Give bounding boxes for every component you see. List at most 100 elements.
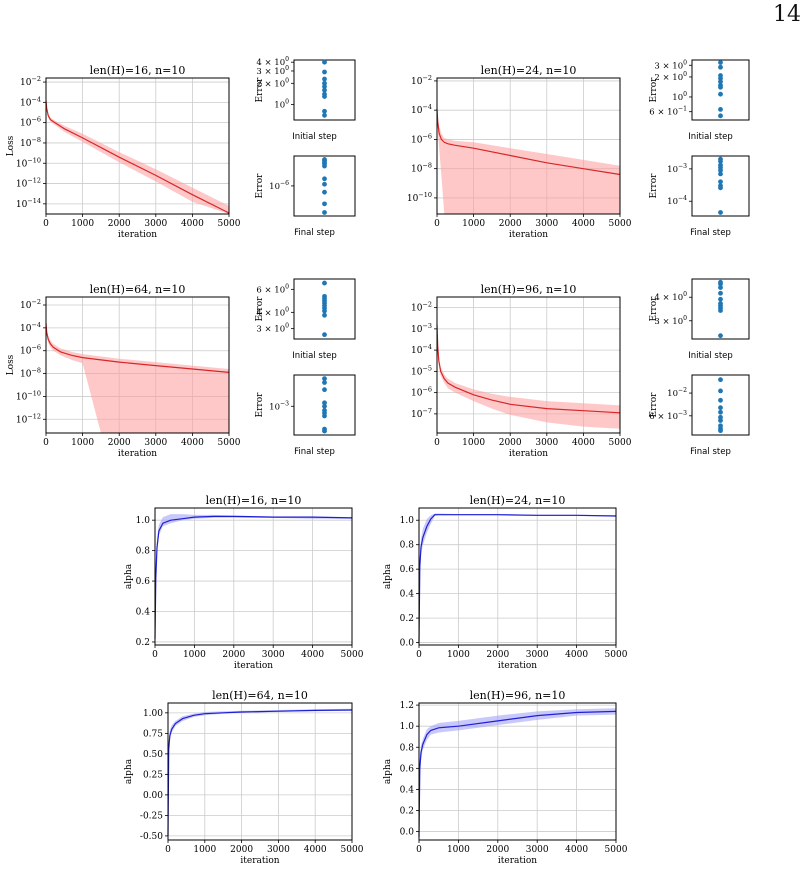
y-axis-label: Error (649, 296, 659, 322)
y-tick-label: 0.25 (143, 770, 163, 780)
scatter-point (718, 167, 723, 173)
y-axis-label: Error (649, 392, 659, 418)
x-tick-label: 2000 (222, 650, 245, 660)
y-tick-label: 10−3 (411, 322, 432, 335)
y-tick-label: 4 × 100 (654, 291, 687, 303)
x-axis-label: iteration (498, 661, 537, 671)
scatter-point (718, 210, 723, 215)
page-number: 14 (773, 2, 801, 27)
chart-loss-16: 0 1000 2000 3000 4000 5000 10−2 10−4 10−6 10−8 10−… (6, 64, 241, 240)
x-axis-label: iteration (118, 230, 157, 240)
y-tick-label: 10−3 (269, 400, 289, 412)
scatter-point (718, 409, 723, 415)
confidence-band (46, 319, 229, 433)
x-tick-label: 4000 (181, 219, 204, 229)
y-axis-label: Error (255, 296, 265, 322)
x-tick-label: 3000 (535, 438, 558, 448)
y-tick-label: 0.8 (136, 547, 151, 557)
y-tick-label: 2 × 100 (256, 77, 289, 89)
y-tick-label: 0.8 (400, 541, 415, 551)
plot-frame (154, 507, 353, 646)
y-tick-label: 10−6 (411, 132, 432, 145)
scatter-point (322, 59, 327, 65)
x-tick-label: 1000 (183, 650, 206, 660)
x-tick-label: 5000 (218, 438, 241, 448)
scatter-point (718, 308, 723, 313)
x-tick-label: 0 (43, 219, 49, 229)
scatter-point (718, 185, 723, 191)
scatter-point (322, 280, 327, 286)
chart-title: len(H)=64, n=10 (90, 283, 186, 296)
y-tick-label: 10−4 (411, 103, 432, 116)
y-tick-label: 0.2 (400, 806, 414, 816)
y-tick-label: 10−2 (411, 301, 432, 314)
scatter-point (718, 377, 723, 383)
scatter-point (718, 60, 723, 65)
scatter-point (322, 163, 327, 169)
x-tick-label: 4000 (572, 438, 595, 448)
y-tick-label: 2 × 100 (654, 71, 687, 83)
y-tick-label: 0.6 (400, 565, 415, 575)
y-axis-label: alpha (124, 563, 134, 589)
plot-frame (436, 77, 621, 215)
scatter-point (322, 201, 327, 207)
scatter-point (322, 189, 327, 195)
x-tick-label: 0 (434, 438, 440, 448)
y-tick-label: 10−10 (16, 389, 41, 402)
x-tick-label: 1000 (447, 650, 470, 660)
series-line (418, 710, 617, 837)
plot-frame (418, 507, 617, 646)
chart-title: len(H)=24, n=10 (470, 494, 566, 507)
y-tick-label: 100 (672, 91, 687, 103)
scatter-point (322, 69, 327, 75)
x-tick-label: 1000 (71, 219, 94, 229)
series-line (45, 323, 230, 373)
chart-alpha-64: 0 1000 2000 3000 4000 5000 -0.50 -0.25 0.00 0.25 0… (124, 689, 364, 866)
scatter-point (322, 308, 327, 314)
plot-frame (418, 702, 617, 841)
scatter-point (718, 290, 723, 296)
series-line (436, 324, 621, 414)
y-tick-label: 10−4 (20, 95, 41, 108)
scatter-point (718, 281, 723, 287)
y-tick-label: 6 × 10−3 (649, 410, 687, 422)
x-axis-label: iteration (509, 449, 548, 459)
x-tick-label: 4000 (565, 845, 588, 855)
y-tick-label: 0.4 (400, 590, 415, 600)
chart-err-24-final: 10−3 10−4 Error Final step (649, 155, 750, 238)
chart-loss-64: 0 1000 2000 3000 4000 5000 10−2 10−4 10−6 10−8 10−… (6, 283, 241, 459)
x-tick-label: 5000 (609, 219, 632, 229)
chart-title: len(H)=24, n=10 (481, 64, 577, 77)
y-tick-label: 0.4 (136, 608, 151, 618)
scatter-point (718, 397, 723, 403)
scatter-point (718, 418, 723, 423)
x-tick-label: 2000 (108, 219, 131, 229)
scatter-caption: Final step (690, 228, 731, 238)
confidence-band (437, 320, 620, 429)
scatter-point (322, 210, 327, 215)
x-tick-label: 4000 (565, 650, 588, 660)
x-tick-label: 0 (416, 650, 422, 660)
y-tick-label: 100 (274, 98, 289, 110)
x-tick-label: 0 (152, 650, 158, 660)
y-tick-label: 0.2 (400, 614, 414, 624)
scatter-caption: Final step (294, 447, 335, 457)
confidence-band (155, 514, 352, 642)
y-tick-label: 10−8 (20, 136, 41, 149)
x-tick-label: 3000 (144, 438, 167, 448)
y-tick-label: 10−10 (16, 156, 41, 169)
x-tick-label: 5000 (605, 650, 628, 660)
scatter-caption: Initial step (292, 132, 337, 142)
plot-frame (45, 77, 230, 215)
scatter-point (718, 428, 723, 434)
x-tick-label: 2000 (499, 219, 522, 229)
x-tick-label: 5000 (341, 650, 364, 660)
scatter-point (718, 84, 723, 90)
x-tick-label: 4000 (181, 438, 204, 448)
x-tick-label: 3000 (526, 845, 549, 855)
x-tick-label: 4000 (572, 219, 595, 229)
y-axis-label: Error (255, 173, 265, 199)
